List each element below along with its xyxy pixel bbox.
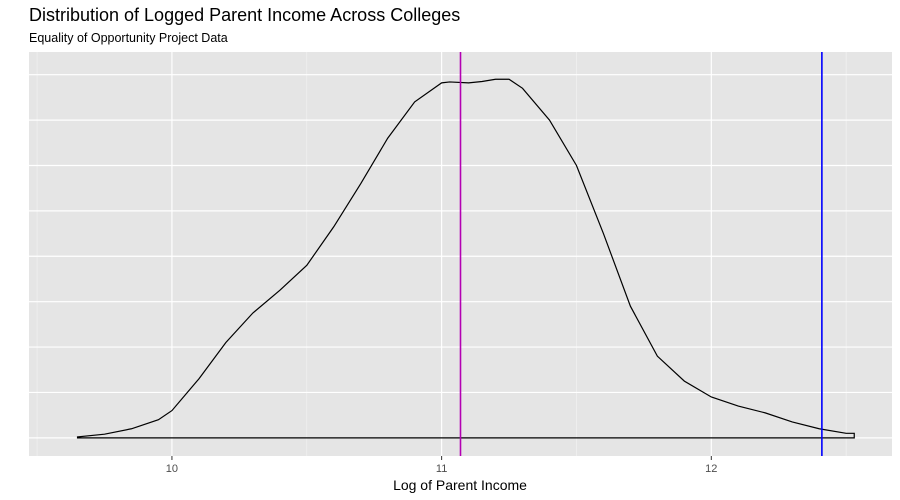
- x-tick-label: 12: [705, 463, 717, 475]
- x-axis-title: Log of Parent Income: [393, 477, 527, 493]
- minor-gridlines: [36, 52, 847, 456]
- chart-title: Distribution of Logged Parent Income Acr…: [29, 5, 460, 25]
- chart-subtitle: Equality of Opportunity Project Data: [29, 31, 228, 45]
- density-curve: [76, 78, 855, 439]
- reference-lines: [459, 52, 823, 456]
- x-tick-label: 10: [166, 463, 178, 475]
- x-axis: 10 11 12: [166, 456, 717, 475]
- x-tick-label: 11: [436, 463, 447, 475]
